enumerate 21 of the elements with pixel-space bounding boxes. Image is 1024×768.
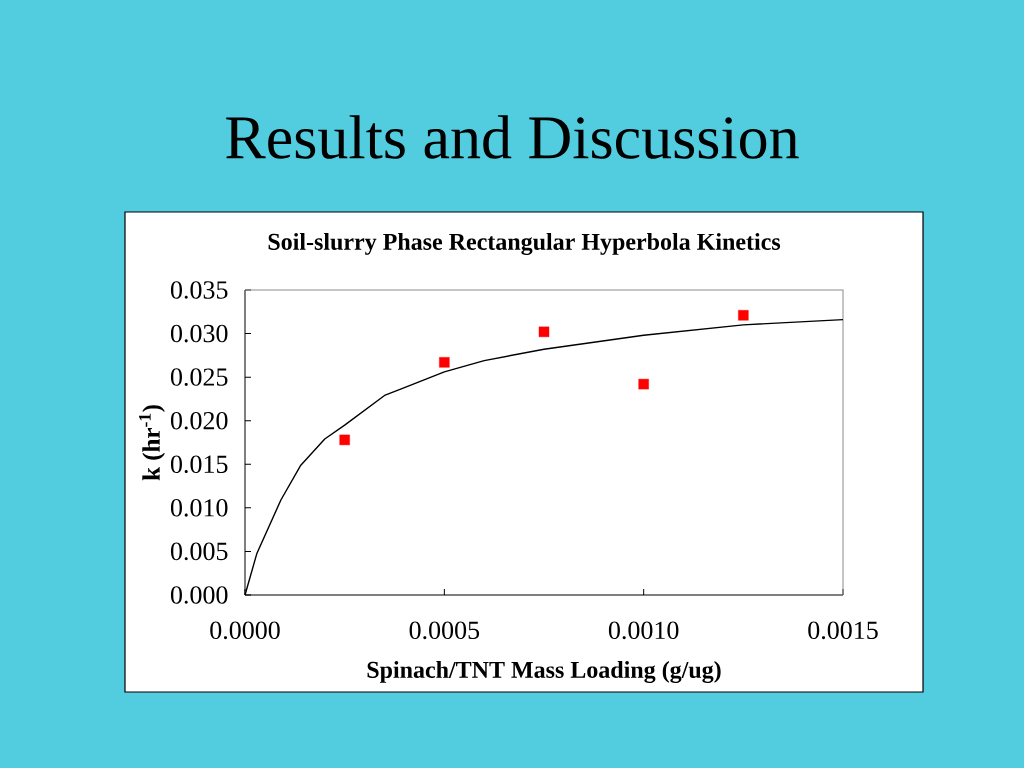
x-tick-label: 0.0005 <box>409 621 480 640</box>
y-tick-label: 0.015 <box>170 455 228 474</box>
point <box>538 326 550 338</box>
y-tick-label: 0.025 <box>170 368 228 386</box>
point <box>339 434 350 446</box>
y-tick-label: 0.035 <box>170 281 228 299</box>
y-axis-title: k (hr$^{-1}$) <box>139 405 165 481</box>
y-tick-label: 0.010 <box>170 499 228 517</box>
chart-title: Results and Discussion <box>226 115 799 159</box>
y-tick-label: 0.030 <box>170 324 228 343</box>
y-tick-label: 0.000 <box>170 586 228 604</box>
x-tick-label: 0.0010 <box>608 621 679 640</box>
chart-subtitle: Soil-slurry Phase Rectangular Hyperbola Kinetics <box>268 233 781 255</box>
y-tick-label: 0.005 <box>170 542 228 561</box>
point <box>439 357 450 368</box>
y-tick-label: 0.020 <box>170 411 228 430</box>
x-tick-label: 0.0015 <box>808 621 878 640</box>
x-tick-label: 0.0000 <box>210 621 280 640</box>
point <box>738 310 749 321</box>
x-axis-title: Spinach/TNT Mass Loading (g/ug) <box>367 661 721 683</box>
point <box>638 378 649 390</box>
